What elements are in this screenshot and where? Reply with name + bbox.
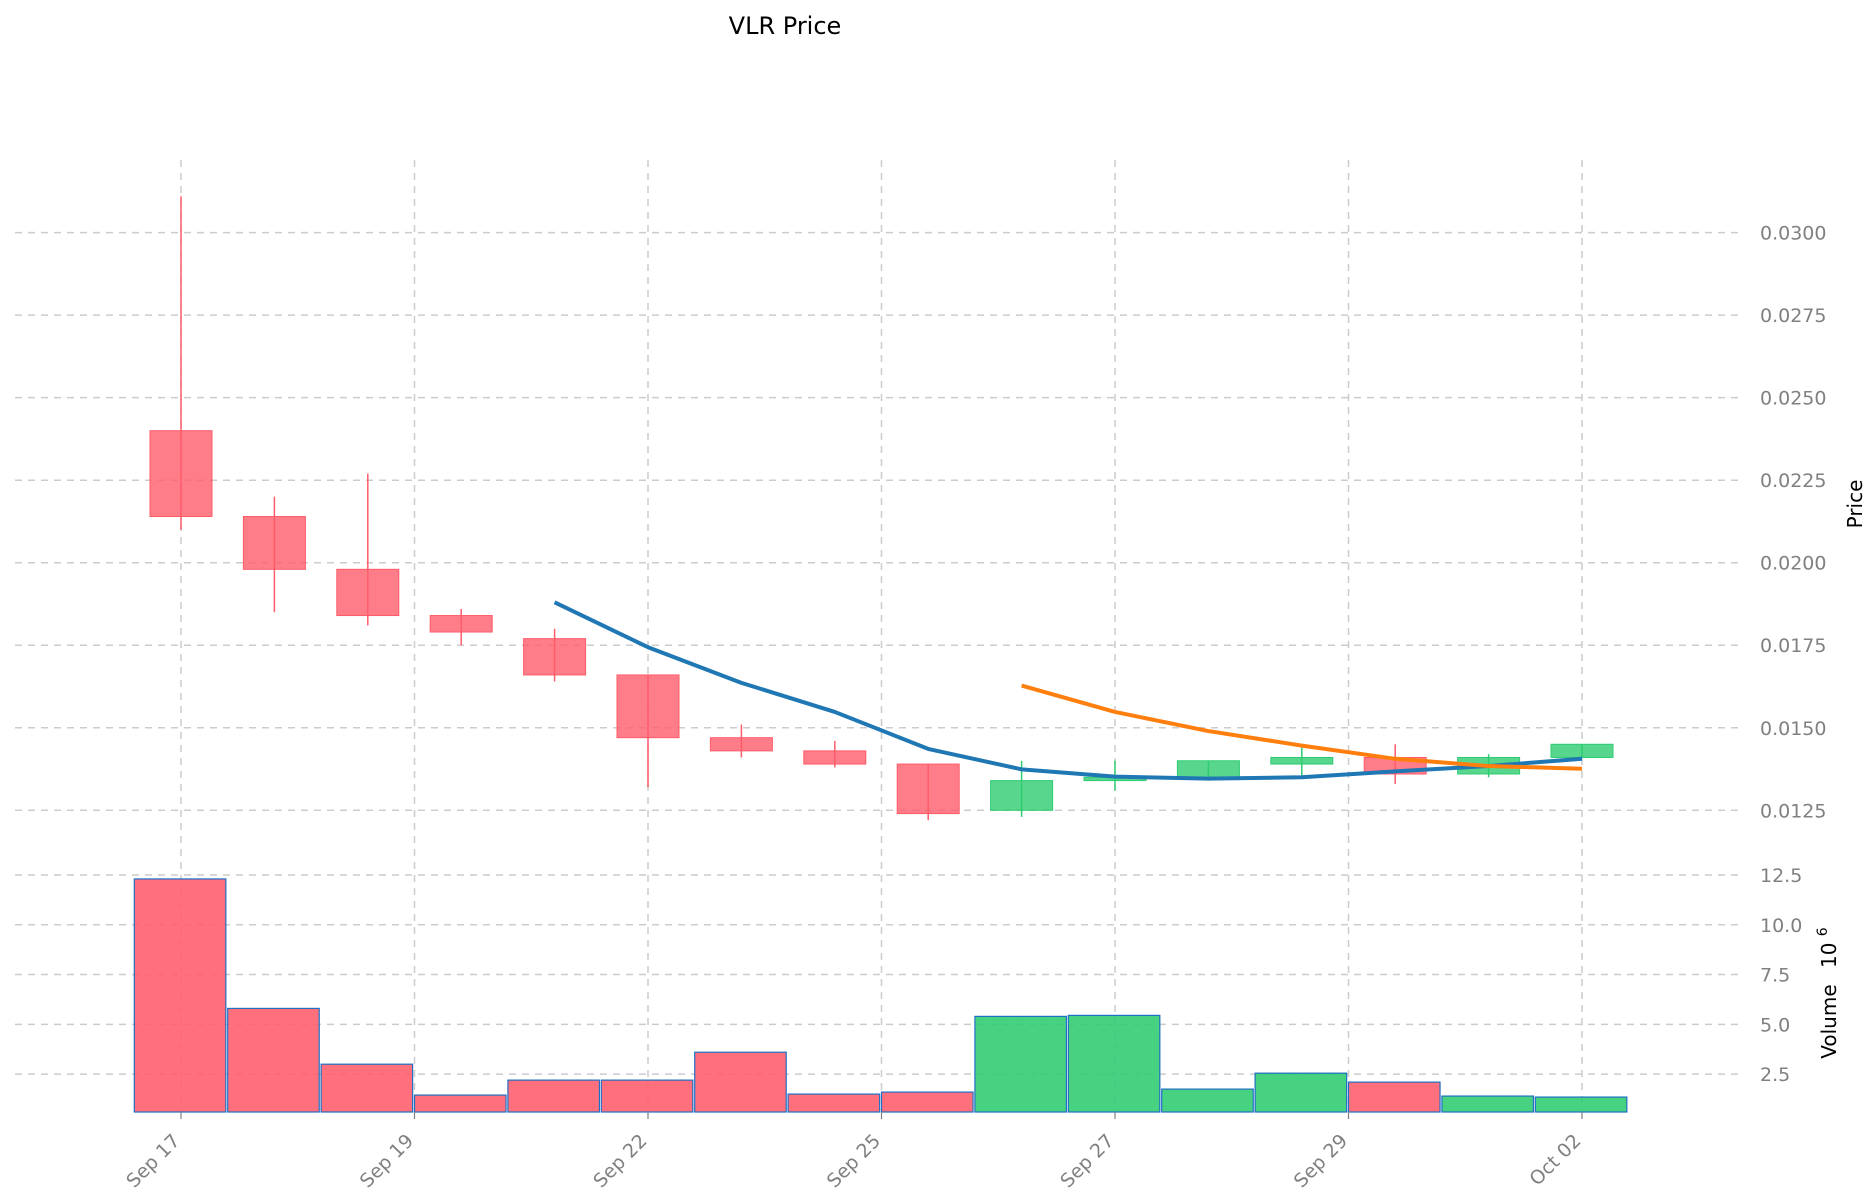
volume-bars: [133, 878, 1628, 1113]
x-tick-label: Sep 25: [823, 1130, 885, 1192]
price-axis-label: Price: [1843, 480, 1867, 529]
moving-average-line: [553, 600, 1583, 781]
candle-body: [523, 638, 587, 676]
volume-tick-label: 2.5: [1760, 1064, 1790, 1086]
volume-bar: [600, 1079, 694, 1113]
volume-bar: [787, 1093, 881, 1113]
moving-average-line: [1021, 683, 1583, 771]
candle-body: [242, 516, 306, 570]
volume-bar: [1347, 1081, 1441, 1113]
x-tick-label: Sep 22: [589, 1130, 651, 1192]
price-tick-label: 0.0250: [1760, 388, 1826, 410]
volume-bar: [1254, 1072, 1348, 1113]
x-tick-label: Sep 17: [122, 1130, 184, 1192]
volume-bar: [1441, 1095, 1535, 1113]
candlesticks: [149, 196, 1614, 821]
candle-body: [336, 568, 400, 617]
volume-bar: [1161, 1088, 1254, 1113]
price-tick-label: 0.0275: [1760, 305, 1826, 327]
price-tick-label: 0.0300: [1760, 223, 1826, 245]
volume-bar: [1067, 1014, 1161, 1113]
candle-body: [1176, 760, 1240, 778]
volume-tick-label: 10.0: [1760, 915, 1802, 937]
volume-bar: [507, 1079, 601, 1113]
volume-tick-label: 7.5: [1760, 965, 1790, 987]
volume-bar: [880, 1091, 974, 1113]
candle-body: [896, 763, 960, 815]
volume-scale-exponent: 6: [1815, 927, 1831, 936]
price-tick-label: 0.0225: [1760, 470, 1826, 492]
volume-tick-label: 5.0: [1760, 1014, 1790, 1036]
candle-body: [709, 737, 773, 752]
volume-scale-base: 10: [1817, 943, 1841, 968]
volume-bar: [1534, 1096, 1628, 1113]
volume-bar: [694, 1051, 787, 1113]
candle-body: [149, 430, 213, 518]
volume-axis-label-text: Volume: [1817, 984, 1841, 1058]
x-tick-label: Sep 27: [1056, 1130, 1118, 1192]
candle-body: [1270, 756, 1334, 765]
volume-axis-label: Volume 10 6: [1815, 927, 1841, 1059]
price-tick-label: 0.0125: [1760, 800, 1826, 822]
x-tick-label: Sep 19: [356, 1130, 418, 1192]
volume-bar: [413, 1094, 507, 1113]
x-tick-label: Oct 02: [1525, 1130, 1585, 1190]
candle-body: [616, 674, 680, 739]
grid-lines: [15, 160, 1740, 1112]
price-tick-label: 0.0200: [1760, 553, 1826, 575]
x-tick-label: Sep 29: [1290, 1130, 1352, 1192]
moving-average-lines: [553, 600, 1583, 781]
volume-bar: [133, 878, 227, 1113]
volume-tick-label: 12.5: [1760, 865, 1802, 887]
price-tick-label: 0.0150: [1760, 718, 1826, 740]
candle-body: [990, 780, 1054, 811]
candle-body: [1550, 743, 1614, 758]
price-tick-label: 0.0175: [1760, 635, 1826, 657]
volume-bar: [227, 1007, 320, 1113]
volume-bar: [974, 1015, 1068, 1113]
candle-body: [429, 615, 493, 633]
chart-title: VLR Price: [729, 12, 842, 40]
volume-bar: [320, 1063, 414, 1113]
candle-body: [803, 750, 867, 765]
